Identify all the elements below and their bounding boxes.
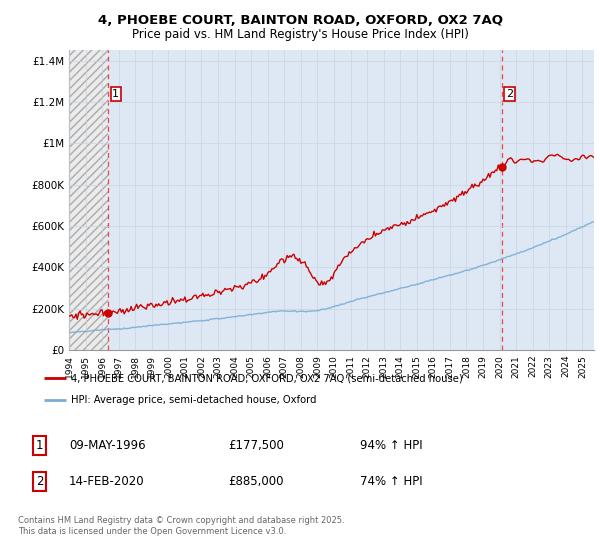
Text: 09-MAY-1996: 09-MAY-1996	[69, 438, 146, 452]
Text: £885,000: £885,000	[228, 475, 284, 488]
Text: 1: 1	[36, 438, 44, 452]
Text: 4, PHOEBE COURT, BAINTON ROAD, OXFORD, OX2 7AQ (semi-detached house): 4, PHOEBE COURT, BAINTON ROAD, OXFORD, O…	[71, 373, 463, 383]
Bar	[69, 50, 108, 350]
Text: HPI: Average price, semi-detached house, Oxford: HPI: Average price, semi-detached house,…	[71, 395, 317, 405]
Text: 2: 2	[506, 89, 513, 99]
Text: Price paid vs. HM Land Registry's House Price Index (HPI): Price paid vs. HM Land Registry's House …	[131, 28, 469, 41]
Text: 74% ↑ HPI: 74% ↑ HPI	[360, 475, 422, 488]
Text: 94% ↑ HPI: 94% ↑ HPI	[360, 438, 422, 452]
Text: Contains HM Land Registry data © Crown copyright and database right 2025.
This d: Contains HM Land Registry data © Crown c…	[18, 516, 344, 536]
Text: 2: 2	[36, 475, 44, 488]
Text: 4, PHOEBE COURT, BAINTON ROAD, OXFORD, OX2 7AQ: 4, PHOEBE COURT, BAINTON ROAD, OXFORD, O…	[97, 14, 503, 27]
Text: 1: 1	[112, 89, 119, 99]
Text: £177,500: £177,500	[228, 438, 284, 452]
Text: 14-FEB-2020: 14-FEB-2020	[69, 475, 145, 488]
